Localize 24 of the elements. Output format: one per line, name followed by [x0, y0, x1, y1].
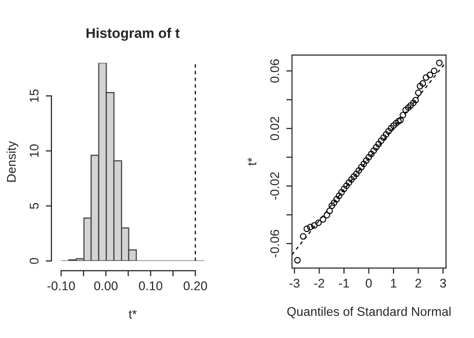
x-tick-label: 0 — [366, 278, 372, 288]
y-tick-label: -0.06 — [270, 230, 280, 258]
x-tick-label: -2 — [314, 278, 324, 288]
y-tick-label: 0.02 — [270, 116, 280, 140]
x-axis-title: t* — [128, 310, 137, 319]
x-tick-label: 0.20 — [184, 281, 208, 290]
y-tick-label: -0.02 — [270, 172, 280, 200]
y-tick-label: 0 — [30, 258, 39, 264]
x-tick-label: 1 — [391, 278, 396, 288]
x-tick-label: -3 — [289, 278, 300, 288]
x-axis-title: Quantiles of Standard Normal — [287, 306, 451, 318]
x-tick-label: 3 — [440, 278, 446, 288]
y-axis-title: t* — [248, 158, 256, 166]
x-tick-label: 2 — [415, 278, 422, 288]
x-tick-label: -0.10 — [47, 281, 75, 290]
x-tick-label: 0.10 — [138, 281, 162, 290]
x-tick-label: -1 — [338, 278, 349, 288]
y-tick-label: 15 — [30, 89, 39, 102]
y-axis-title: Density — [6, 141, 18, 182]
x-tick-label: 0.00 — [94, 281, 118, 290]
y-tick-label: 10 — [30, 144, 39, 157]
chart-title: Histogram of t — [86, 28, 180, 41]
y-tick-label: 0.06 — [270, 59, 280, 83]
y-tick-label: 5 — [30, 202, 39, 209]
